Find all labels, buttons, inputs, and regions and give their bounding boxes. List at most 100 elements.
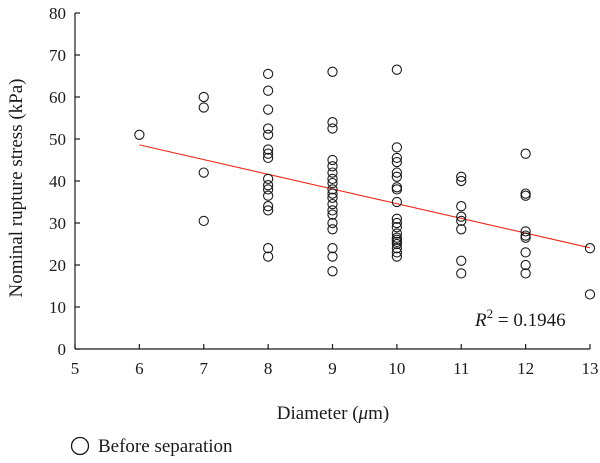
data-point <box>520 226 531 237</box>
data-point <box>327 66 338 77</box>
r-symbol: R <box>474 310 487 331</box>
x-tick-label: 11 <box>453 359 469 378</box>
data-point <box>391 152 403 164</box>
y-tick-label: 60 <box>49 88 66 107</box>
data-point <box>262 148 274 159</box>
y-tick-label: 70 <box>49 46 66 65</box>
data-point <box>327 205 338 216</box>
data-point <box>391 64 403 75</box>
data-point <box>520 188 531 199</box>
data-point <box>327 251 338 262</box>
data-point <box>198 167 209 178</box>
x-axis-label-prefix: Diameter ( <box>277 403 359 424</box>
trendline <box>139 144 591 249</box>
data-point <box>391 184 403 195</box>
y-tick-label: 20 <box>49 256 66 275</box>
data-point <box>327 167 338 178</box>
data-point <box>198 102 209 113</box>
data-point <box>262 144 274 155</box>
data-point <box>262 129 274 140</box>
data-point <box>391 196 403 208</box>
x-axis: 5 6 7 8 9 10 11 12 13 <box>71 344 599 378</box>
r-value: = 0.1946 <box>493 310 565 331</box>
data-point <box>262 243 274 254</box>
data-point <box>520 190 531 201</box>
x-axis-label-suffix: m) <box>368 403 389 424</box>
data-point <box>456 255 467 266</box>
data-point <box>391 247 403 258</box>
data-point <box>520 148 531 159</box>
data-point <box>456 171 467 182</box>
data-point <box>391 142 403 153</box>
data-point <box>456 201 467 212</box>
x-tick-label: 12 <box>517 359 534 378</box>
x-tick-label: 8 <box>264 359 273 378</box>
data-point <box>391 171 403 182</box>
data-point <box>391 217 403 229</box>
x-axis-label: Diameter (μm) <box>277 403 389 424</box>
data-point <box>262 104 274 115</box>
x-tick-label: 7 <box>200 359 209 378</box>
data-point <box>327 224 338 235</box>
data-point <box>456 224 467 235</box>
y-tick-label: 80 <box>49 4 66 23</box>
r-exponent: 2 <box>487 306 494 321</box>
data-point <box>134 129 145 140</box>
data-point <box>456 268 467 279</box>
data-point <box>584 289 596 300</box>
data-point <box>327 154 338 166</box>
data-point <box>520 259 531 271</box>
y-tick-label: 30 <box>49 214 66 233</box>
x-tick-label: 6 <box>135 359 144 378</box>
data-point <box>198 91 209 103</box>
data-point <box>262 85 274 96</box>
data-point <box>327 192 338 203</box>
data-point <box>391 228 403 239</box>
y-axis-label: Nominal rupture stress (kPa) <box>6 79 27 298</box>
data-point <box>520 232 531 243</box>
data-point <box>262 251 274 262</box>
x-axis-label-unit: μ <box>358 403 369 424</box>
legend-label-before-separation: Before separation <box>98 436 233 457</box>
data-point <box>327 217 338 229</box>
data-point <box>327 243 338 254</box>
data-point <box>520 247 531 258</box>
data-point <box>262 190 274 201</box>
data-point <box>391 182 403 193</box>
y-tick-label: 10 <box>49 298 66 317</box>
data-point <box>391 251 403 262</box>
data-point <box>262 152 274 164</box>
legend: Before separation <box>70 436 233 457</box>
data-point <box>327 161 338 172</box>
data-point <box>327 188 338 199</box>
data-point <box>327 117 338 128</box>
data-point <box>262 123 274 134</box>
data-point <box>456 175 467 187</box>
y-tick-label: 0 <box>58 340 67 359</box>
data-point <box>391 222 403 233</box>
data-point <box>584 243 596 254</box>
x-tick-label: 10 <box>388 359 405 378</box>
data-point <box>327 198 338 210</box>
y-axis: 0 10 20 30 40 50 60 70 80 <box>49 4 80 359</box>
data-point <box>520 268 531 279</box>
data-point <box>262 184 274 195</box>
data-point <box>262 205 274 216</box>
trendline-group <box>139 144 591 249</box>
data-point <box>456 211 467 222</box>
legend-circle-marker-icon <box>70 436 90 456</box>
x-tick-label: 9 <box>328 359 337 378</box>
data-point <box>391 167 403 178</box>
data-point <box>327 209 338 220</box>
x-tick-label: 13 <box>582 359 599 378</box>
data-point <box>198 215 209 227</box>
data-point <box>391 238 403 250</box>
data-point <box>262 68 274 80</box>
data-point <box>327 266 338 277</box>
data-point <box>327 123 338 134</box>
data-point <box>391 213 403 224</box>
data-point <box>262 173 274 185</box>
x-tick-label: 5 <box>71 359 80 378</box>
r-squared-annotation: R2 = 0.1946 <box>474 306 566 331</box>
data-point <box>327 173 338 185</box>
